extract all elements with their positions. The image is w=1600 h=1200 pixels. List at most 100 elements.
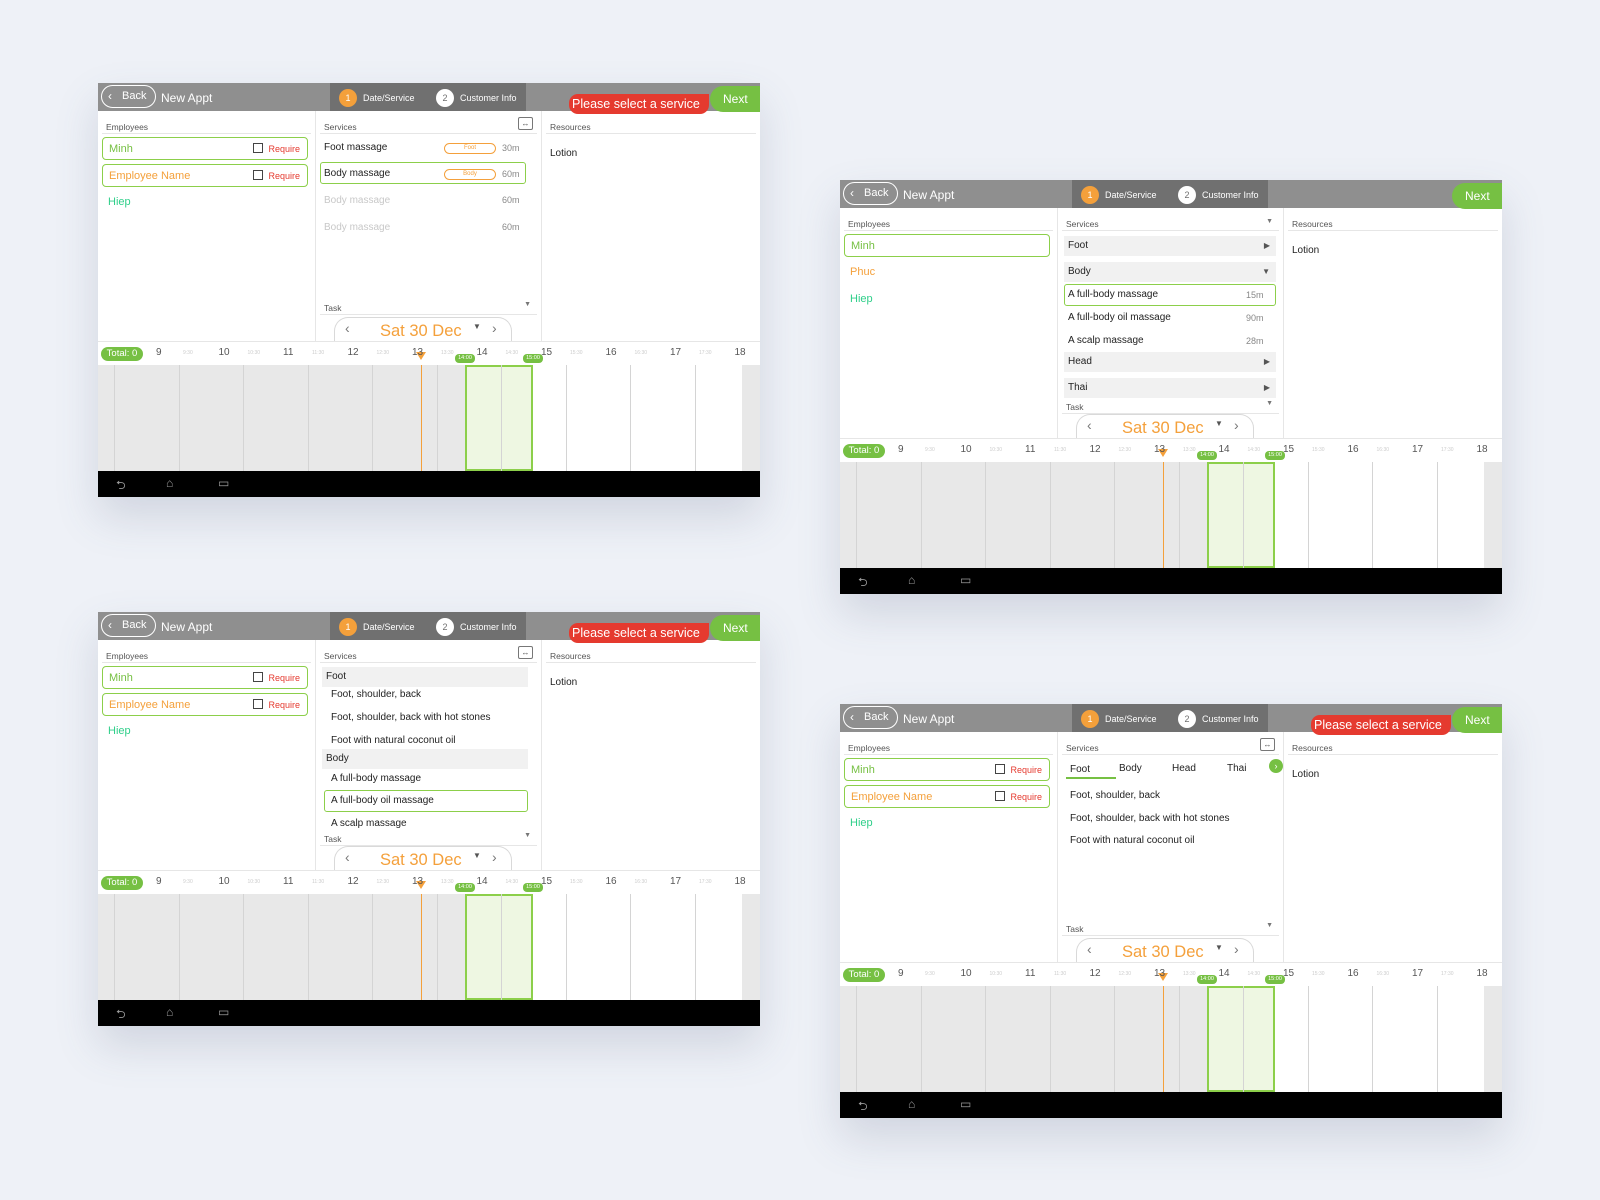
date-selector[interactable]: ‹ Sat 30 Dec ▼ › xyxy=(334,846,512,872)
android-back-icon[interactable]: ⮌ xyxy=(858,575,868,589)
chevron-right-icon[interactable]: › xyxy=(492,320,497,336)
tab-foot[interactable]: Foot xyxy=(1070,764,1091,775)
chevron-down-icon[interactable]: ▼ xyxy=(524,301,531,308)
chevron-down-icon[interactable]: ▼ xyxy=(524,832,531,839)
android-back-icon[interactable]: ⮌ xyxy=(858,1099,868,1113)
employee-item[interactable]: Hiep xyxy=(850,293,873,305)
schedule-grid[interactable] xyxy=(98,365,760,471)
next-button[interactable]: Next xyxy=(710,615,760,641)
chevron-right-icon[interactable]: › xyxy=(1234,417,1239,433)
chevron-left-icon[interactable]: ‹ xyxy=(345,849,350,865)
employee-item[interactable]: Phuc xyxy=(850,266,876,278)
chevron-left-icon[interactable]: ‹ xyxy=(1087,417,1092,433)
expand-horizontal-icon[interactable]: ↔ xyxy=(1260,738,1275,751)
next-button[interactable]: Next xyxy=(1452,707,1502,733)
schedule-grid[interactable] xyxy=(840,462,1502,568)
service-item[interactable]: A full-body massage xyxy=(1068,289,1159,300)
employee-item[interactable]: Employee Name Require xyxy=(102,693,308,716)
step-date-service[interactable]: 1 Date/Service xyxy=(1081,186,1157,204)
schedule-grid[interactable] xyxy=(840,986,1502,1092)
service-item[interactable]: Body massage xyxy=(324,222,391,233)
service-item[interactable]: Foot with natural coconut oil xyxy=(1070,835,1195,846)
next-button[interactable]: Next xyxy=(1452,183,1502,209)
back-button[interactable]: ‹ Back xyxy=(101,614,156,637)
require-checkbox[interactable]: Require xyxy=(253,138,300,160)
require-checkbox[interactable]: Require xyxy=(253,165,300,187)
slot-start-pill[interactable]: 14:00 xyxy=(1197,975,1217,984)
require-checkbox[interactable]: Require xyxy=(995,786,1042,808)
service-item[interactable]: Foot, shoulder, back with hot stones xyxy=(331,712,491,723)
employee-item[interactable]: Employee Name Require xyxy=(844,785,1050,808)
step-customer-info[interactable]: 2 Customer Info xyxy=(1178,710,1259,728)
selected-time-slot[interactable] xyxy=(465,365,533,471)
step-customer-info[interactable]: 2 Customer Info xyxy=(436,89,517,107)
android-recent-icon[interactable]: ▭ xyxy=(218,476,230,490)
service-item[interactable]: Foot, shoulder, back xyxy=(331,689,422,700)
chevron-left-icon[interactable]: ‹ xyxy=(1087,941,1092,957)
chevron-down-icon[interactable]: ▼ xyxy=(1266,922,1273,929)
expand-horizontal-icon[interactable]: ↔ xyxy=(518,117,533,130)
employee-item[interactable]: Minh Require xyxy=(102,137,308,160)
android-home-icon[interactable]: ⌂ xyxy=(166,1005,174,1019)
date-selector[interactable]: ‹ Sat 30 Dec ▼ › xyxy=(1076,414,1254,440)
slot-end-pill[interactable]: 15:00 xyxy=(523,883,543,892)
android-back-icon[interactable]: ⮌ xyxy=(116,1007,126,1021)
chevron-right-icon[interactable]: › xyxy=(492,849,497,865)
resource-item[interactable]: Lotion xyxy=(550,148,578,159)
category-thai[interactable]: Thai ▶ xyxy=(1064,378,1276,398)
service-item[interactable]: A full-body oil massage xyxy=(331,795,434,806)
step-customer-info[interactable]: 2 Customer Info xyxy=(436,618,517,636)
service-item[interactable]: Foot, shoulder, back with hot stones xyxy=(1070,813,1230,824)
employee-item[interactable]: Minh xyxy=(844,234,1050,257)
step-date-service[interactable]: 1 Date/Service xyxy=(339,89,415,107)
chevron-down-icon[interactable]: ▼ xyxy=(473,851,481,860)
service-item[interactable]: A scalp massage xyxy=(331,818,407,829)
chevron-down-icon[interactable]: ▼ xyxy=(473,322,481,331)
chevron-right-icon[interactable]: › xyxy=(1269,759,1283,773)
slot-end-pill[interactable]: 15:00 xyxy=(1265,451,1285,460)
service-item[interactable]: Foot with natural coconut oil xyxy=(331,735,456,746)
android-recent-icon[interactable]: ▭ xyxy=(960,1097,972,1111)
android-home-icon[interactable]: ⌂ xyxy=(908,573,916,587)
chevron-down-icon[interactable]: ▼ xyxy=(1215,943,1223,952)
slot-start-pill[interactable]: 14:00 xyxy=(1197,451,1217,460)
schedule-grid[interactable] xyxy=(98,894,760,1000)
chevron-right-icon[interactable]: › xyxy=(1234,941,1239,957)
slot-end-pill[interactable]: 15:00 xyxy=(1265,975,1285,984)
android-home-icon[interactable]: ⌂ xyxy=(908,1097,916,1111)
chevron-left-icon[interactable]: ‹ xyxy=(345,320,350,336)
tab-thai[interactable]: Thai xyxy=(1227,763,1247,774)
category-head[interactable]: Head ▶ xyxy=(1064,352,1276,372)
step-date-service[interactable]: 1 Date/Service xyxy=(339,618,415,636)
android-recent-icon[interactable]: ▭ xyxy=(218,1005,230,1019)
require-checkbox[interactable]: Require xyxy=(253,667,300,689)
service-item[interactable]: Foot massage xyxy=(324,142,388,153)
step-date-service[interactable]: 1 Date/Service xyxy=(1081,710,1157,728)
back-button[interactable]: ‹ Back xyxy=(843,706,898,729)
require-checkbox[interactable]: Require xyxy=(995,759,1042,781)
android-back-icon[interactable]: ⮌ xyxy=(116,478,126,492)
service-item[interactable]: Foot, shoulder, back xyxy=(1070,790,1161,801)
resource-item[interactable]: Lotion xyxy=(1292,769,1320,780)
employee-item[interactable]: Hiep xyxy=(850,817,873,829)
service-item[interactable]: Body massage xyxy=(324,195,391,206)
android-recent-icon[interactable]: ▭ xyxy=(960,573,972,587)
expand-horizontal-icon[interactable]: ↔ xyxy=(518,646,533,659)
selected-time-slot[interactable] xyxy=(1207,986,1275,1092)
category-foot[interactable]: Foot ▶ xyxy=(1064,236,1276,256)
android-home-icon[interactable]: ⌂ xyxy=(166,476,174,490)
employee-item[interactable]: Hiep xyxy=(108,725,131,737)
employee-item[interactable]: Minh Require xyxy=(844,758,1050,781)
next-button[interactable]: Next xyxy=(710,86,760,112)
slot-start-pill[interactable]: 14:00 xyxy=(455,354,475,363)
tab-body[interactable]: Body xyxy=(1119,763,1142,774)
slot-end-pill[interactable]: 15:00 xyxy=(523,354,543,363)
back-button[interactable]: ‹ Back xyxy=(843,182,898,205)
selected-time-slot[interactable] xyxy=(465,894,533,1000)
employee-item[interactable]: Hiep xyxy=(108,196,131,208)
resource-item[interactable]: Lotion xyxy=(550,677,578,688)
chevron-down-icon[interactable]: ▼ xyxy=(1266,218,1273,225)
category-body[interactable]: Body ▼ xyxy=(1064,262,1276,282)
require-checkbox[interactable]: Require xyxy=(253,694,300,716)
employee-item[interactable]: Employee Name Require xyxy=(102,164,308,187)
